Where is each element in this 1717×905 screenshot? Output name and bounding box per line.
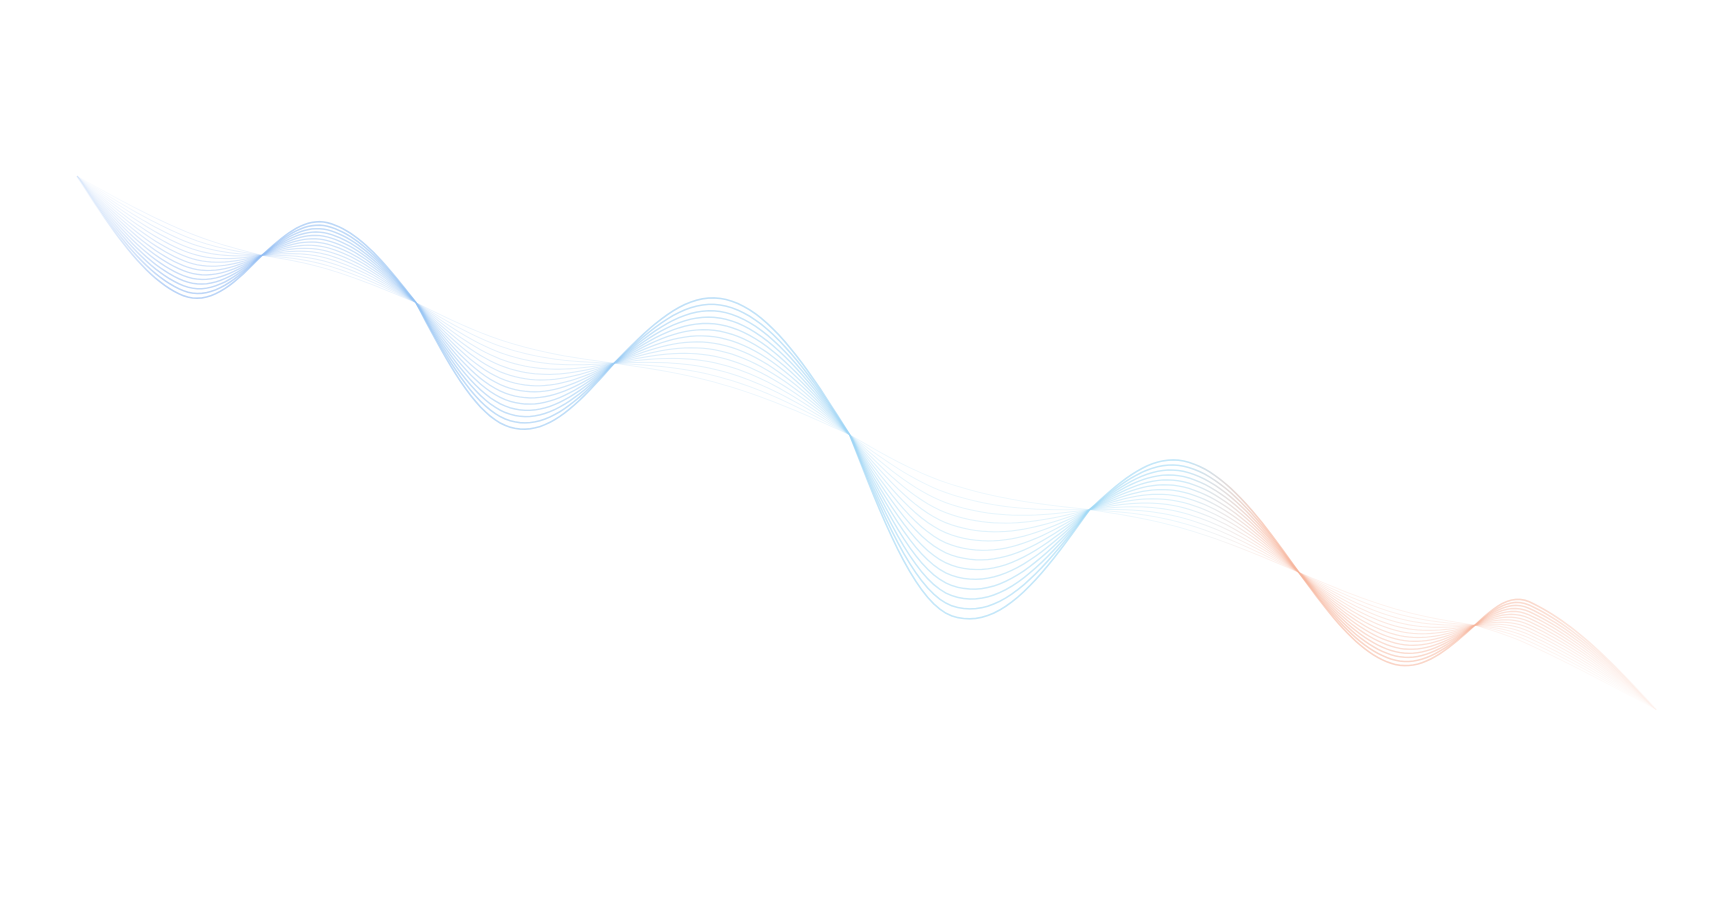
wave-line xyxy=(76,175,1658,711)
wave-lines-group xyxy=(76,175,1658,711)
wave-line xyxy=(76,175,1657,711)
